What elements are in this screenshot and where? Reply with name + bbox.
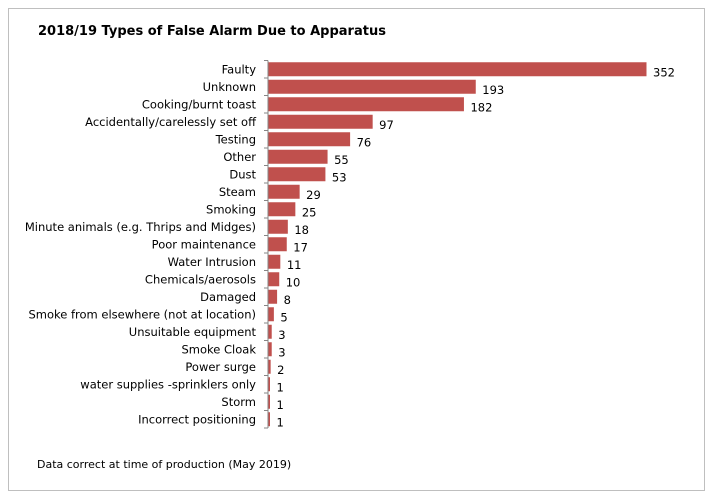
data-label: 53 <box>332 170 347 184</box>
category-label: Dust <box>229 167 256 181</box>
bar <box>268 377 270 392</box>
data-label: 1 <box>277 380 284 394</box>
data-label: 97 <box>379 118 394 132</box>
data-label: 29 <box>306 188 321 202</box>
category-label: Incorrect positioning <box>138 412 256 426</box>
category-label: Damaged <box>200 290 256 304</box>
bar <box>268 114 373 129</box>
data-label: 2 <box>277 363 284 377</box>
data-label: 1 <box>277 415 284 429</box>
category-label: Smoke from elsewhere (not at location) <box>28 307 256 321</box>
category-label: Poor maintenance <box>152 237 256 251</box>
bar <box>268 394 270 409</box>
category-label: Other <box>223 150 256 164</box>
category-label: Chemicals/aerosols <box>145 272 256 286</box>
data-label: 3 <box>278 345 285 359</box>
data-label: 1 <box>277 398 284 412</box>
category-label: Faulty <box>222 62 257 76</box>
chart-title: 2018/19 Types of False Alarm Due to Appa… <box>38 24 386 39</box>
data-label: 17 <box>293 240 308 254</box>
bar <box>268 272 280 287</box>
category-label: Unsuitable equipment <box>129 325 257 339</box>
category-label: Cooking/burnt toast <box>142 97 257 111</box>
data-label: 3 <box>278 328 285 342</box>
bar <box>268 307 274 322</box>
data-label: 182 <box>470 100 492 114</box>
bar <box>268 202 296 217</box>
data-label: 11 <box>287 258 302 272</box>
bar <box>268 359 271 374</box>
bar <box>268 167 326 182</box>
data-label: 5 <box>280 310 287 324</box>
footnote: Data correct at time of production (May … <box>37 458 292 471</box>
data-label: 25 <box>302 205 317 219</box>
bar <box>268 254 281 269</box>
bar <box>268 62 647 77</box>
category-label: Accidentally/carelessly set off <box>85 115 257 129</box>
category-label: Storm <box>221 395 256 409</box>
bar <box>268 219 288 234</box>
bar <box>268 289 278 304</box>
category-label: Steam <box>219 185 256 199</box>
bar <box>268 342 272 357</box>
category-label: water supplies -sprinklers only <box>80 377 256 391</box>
data-label: 352 <box>653 65 675 79</box>
data-label: 76 <box>357 135 372 149</box>
category-label: Testing <box>215 132 256 146</box>
bar <box>268 324 272 339</box>
category-label: Smoke Cloak <box>182 342 257 356</box>
data-label: 8 <box>284 293 291 307</box>
category-label: Unknown <box>203 80 256 94</box>
data-label: 18 <box>294 223 309 237</box>
category-label: Smoking <box>206 202 256 216</box>
category-label: Water Intrusion <box>168 255 256 269</box>
bar <box>268 184 300 199</box>
bar <box>268 97 464 112</box>
bar <box>268 237 287 252</box>
category-label: Minute animals (e.g. Thrips and Midges) <box>25 220 256 234</box>
bar <box>268 132 351 147</box>
bar <box>268 149 328 164</box>
data-label: 55 <box>334 153 349 167</box>
category-label: Power surge <box>185 360 256 374</box>
bar <box>268 412 270 427</box>
data-label: 10 <box>286 275 301 289</box>
data-label: 193 <box>482 83 504 97</box>
chart-frame <box>8 8 705 491</box>
bar <box>268 79 476 94</box>
